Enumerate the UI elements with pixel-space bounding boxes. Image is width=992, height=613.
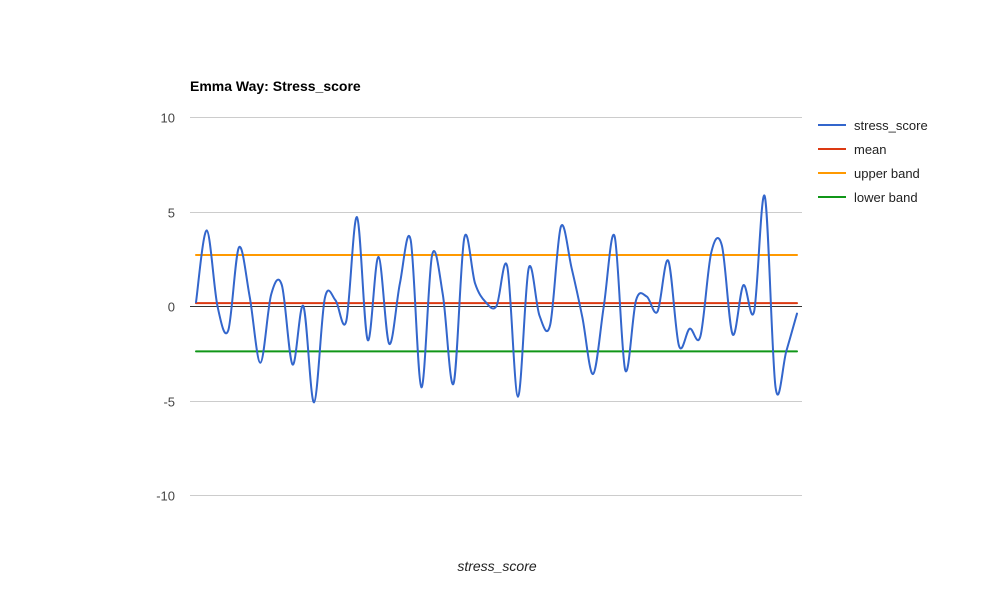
y-tick-label: 0 bbox=[168, 300, 175, 315]
legend-label: lower band bbox=[854, 190, 918, 205]
legend-label: mean bbox=[854, 142, 887, 157]
x-axis-label: stress_score bbox=[457, 558, 537, 574]
y-tick-label: 5 bbox=[168, 206, 175, 221]
chart-title: Emma Way: Stress_score bbox=[190, 78, 361, 94]
y-tick-label: 10 bbox=[161, 111, 175, 126]
series-lines bbox=[195, 194, 798, 404]
y-tick-label: -10 bbox=[156, 489, 175, 504]
y-axis-ticks: 10 5 0 -5 -10 bbox=[156, 111, 175, 504]
series-line-stress-score bbox=[195, 194, 798, 404]
legend-label: upper band bbox=[854, 166, 920, 181]
legend-label: stress_score bbox=[854, 118, 928, 133]
y-tick-label: -5 bbox=[163, 395, 175, 410]
